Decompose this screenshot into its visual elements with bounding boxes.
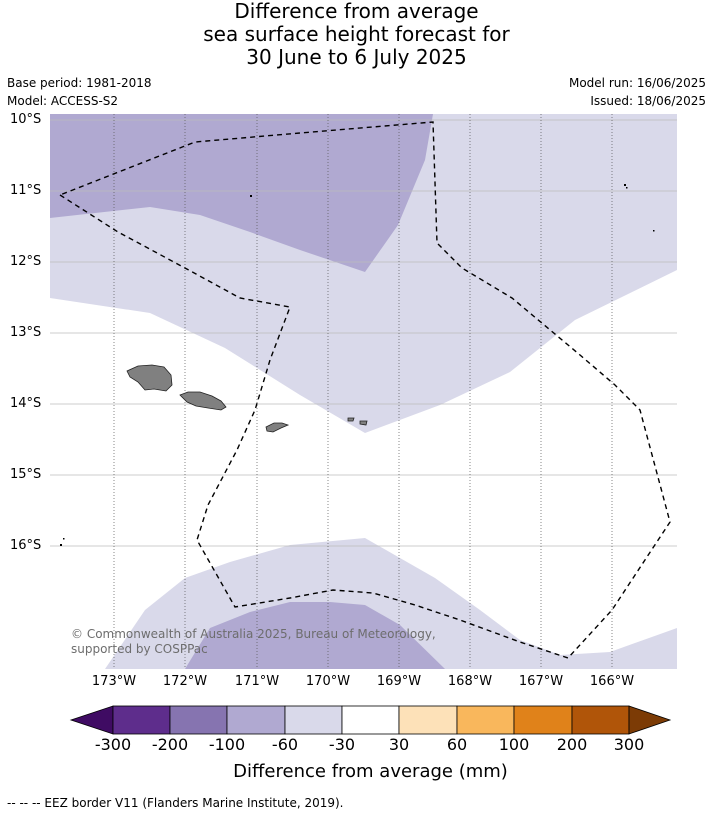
island-manua-a [347,417,355,422]
colorbar-cell-7 [456,705,515,735]
colorbar-cell-8 [513,705,573,735]
colorbar-tick: 200 [556,735,588,754]
colorbar-tick: -60 [271,735,299,754]
lon-label-170w: 170°W [305,674,351,689]
lat-label-12s: 12°S [10,254,42,269]
contour-medium-north [50,114,433,272]
lat-label-15s: 15°S [10,467,42,482]
colorbar-tick: -30 [328,735,356,754]
colorbar-cell-6 [398,705,458,735]
colorbar-title: Difference from average (mm) [233,761,508,782]
meta-right: Model run: 16/06/2025 Issued: 18/06/2025 [569,74,706,110]
lat-label-11s: 11°S [10,183,42,198]
model-name: Model: ACCESS-S2 [7,94,119,108]
colorbar-tick: 60 [446,735,468,754]
lat-label-14s: 14°S [10,396,42,411]
colorbar-tick: -200 [151,735,189,754]
island-tutuila [265,422,290,433]
copyright-notice: © Commonwealth of Australia 2025, Bureau… [71,627,436,656]
lat-label-16s: 16°S [10,538,42,553]
lon-label-167w: 167°W [518,674,564,689]
colorbar-cell-4 [284,705,343,735]
eez-border [59,121,671,659]
lon-label-173w: 173°W [91,674,137,689]
lat-gridlines [50,119,677,547]
map-area [50,114,677,669]
colorbar-tick: 300 [613,735,645,754]
small-islets [60,184,655,546]
colorbar-arrow-right [628,705,672,735]
colorbar-arrow-left [69,705,114,735]
lon-label-171w: 171°W [234,674,280,689]
colorbar-tick: -300 [94,735,132,754]
lat-label-10s: 10°S [10,112,42,127]
lon-label-166w: 166°W [589,674,635,689]
samoa-islands [126,364,368,433]
chart-title: Difference from average sea surface heig… [0,0,713,69]
island-upolu [179,391,227,411]
base-period: Base period: 1981-2018 [7,76,152,90]
colorbar-cell-1 [112,705,171,735]
island-manua-b [359,420,368,426]
colorbar-cell-2 [169,705,228,735]
colorbar-cell-3 [226,705,286,735]
colorbar-cell-9 [571,705,630,735]
lon-gridlines [113,114,613,669]
title-line-2: sea surface height forecast for [203,22,510,46]
lon-label-172w: 172°W [162,674,208,689]
model-run: Model run: 16/06/2025 [568,76,706,90]
colorbar-cell-5 [341,705,400,735]
lon-label-168w: 168°W [447,674,493,689]
contour-medium-south [185,602,445,669]
lat-label-13s: 13°S [10,325,42,340]
island-savaii [126,364,173,392]
colorbar-tick: 100 [498,735,530,754]
issued-date: Issued: 18/06/2025 [590,94,706,108]
colorbar-tick: 30 [388,735,410,754]
eez-legend-footer: -- -- -- EEZ border V11 (Flanders Marine… [7,796,344,810]
title-line-3: 30 June to 6 July 2025 [246,45,467,69]
meta-left: Base period: 1981-2018 Model: ACCESS-S2 [7,74,152,110]
lon-label-169w: 169°W [376,674,422,689]
colorbar [69,705,672,735]
colorbar-tick: -100 [208,735,246,754]
title-line-1: Difference from average [234,0,479,23]
